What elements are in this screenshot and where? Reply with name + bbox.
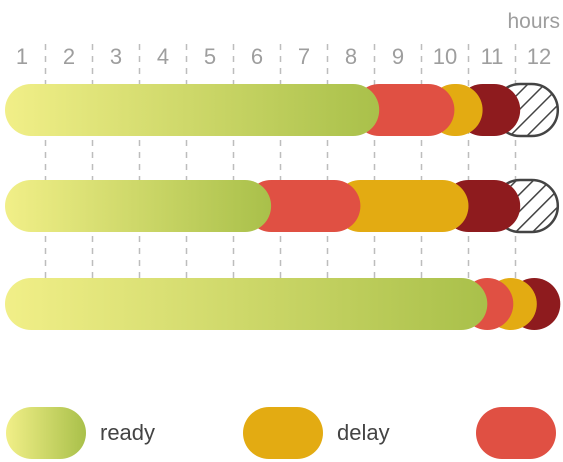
legend-label-delay: delay: [337, 420, 390, 445]
x-tick-label: 3: [110, 44, 122, 69]
legend-item-delay: delay: [243, 407, 390, 459]
x-tick-label: 6: [251, 44, 263, 69]
legend-swatch-ready: [6, 407, 86, 459]
legend-label-ready: ready: [100, 420, 155, 445]
gridlines: [44, 44, 517, 282]
bars: [5, 82, 561, 330]
legend-swatch-delay: [243, 407, 323, 459]
x-tick-label: 5: [204, 44, 216, 69]
bar-row: [5, 82, 560, 138]
legend-item-red: [476, 407, 556, 459]
bar-segment-red: [245, 180, 361, 232]
bar-segment-ready: [5, 278, 488, 330]
x-tick-label: 7: [298, 44, 310, 69]
bar-segment-ready: [5, 180, 272, 232]
x-tick-label: 9: [392, 44, 404, 69]
bar-segment-delay: [334, 180, 469, 232]
x-tick-label: 8: [345, 44, 357, 69]
legend-swatch-red: [476, 407, 556, 459]
axis-unit-label: hours: [507, 10, 560, 33]
x-tick-label: 12: [527, 44, 551, 69]
bar-segment-ready: [5, 84, 380, 136]
legend: ready delay: [6, 407, 556, 459]
bar-row: [5, 278, 561, 330]
x-tick-label: 10: [433, 44, 457, 69]
x-tick-label: 1: [16, 44, 28, 69]
x-tick-label: 11: [481, 44, 504, 69]
x-tick-label: 4: [157, 44, 169, 69]
x-tick-label: 2: [63, 44, 75, 69]
bar-row: [5, 178, 560, 234]
x-axis-ticks: 1 2 3 4 5 6 7 8 9 10 11 12: [16, 44, 551, 69]
legend-item-ready: ready: [6, 407, 155, 459]
bar-segment-red: [353, 84, 455, 136]
